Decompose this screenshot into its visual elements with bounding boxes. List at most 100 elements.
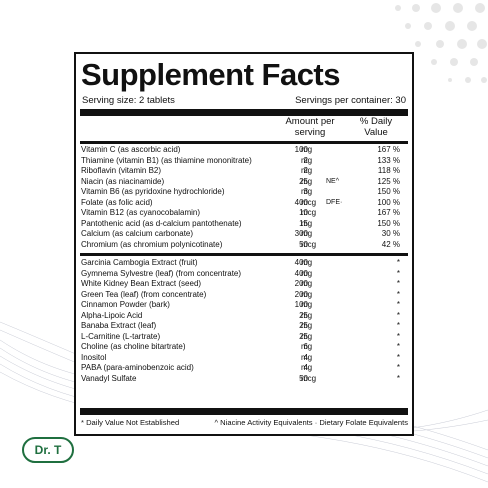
nutrient-amount: 10 [299, 208, 308, 217]
nutrient-name: White Kidney Bean Extract (seed) [81, 279, 202, 288]
nutrient-row: Choline (as choline bitartrate) 6 mg * [81, 342, 407, 353]
nutrient-unit: mg [301, 268, 313, 278]
nutrient-name: Garcinia Cambogia Extract (fruit) [81, 258, 198, 267]
nutrient-amount: 25 [299, 176, 308, 186]
nutrient-daily-value: 42 % [381, 239, 400, 249]
nutrient-amount: 2 [303, 155, 308, 165]
nutrient-unit: mg [301, 258, 313, 267]
footnote-dv: * Daily Value Not Established [81, 418, 180, 427]
nutrient-row: Niacin (as niacinamide) 25 mg NE^ 125 % [81, 177, 407, 188]
nutrient-name: Niacin (as niacinamide) [81, 176, 165, 186]
nutrient-row: Pantothenic acid (as d-calcium pantothen… [81, 219, 407, 230]
nutrient-name: Green Tea (leaf) (from concentrate) [81, 289, 207, 299]
nutrient-row: Garcinia Cambogia Extract (fruit) 400 mg * [81, 258, 407, 269]
nutrient-daily-value: * [396, 342, 400, 351]
nutrient-name: Alpha-Lipoic Acid [81, 310, 143, 320]
nutrient-daily-value: 125 % [377, 176, 400, 186]
nutrient-name: Vanadyl Sulfate [81, 373, 137, 383]
nutrient-name: Vitamin B12 (as cyanocobalamin) [81, 208, 201, 217]
nutrient-name: Banaba Extract (leaf) [81, 321, 157, 330]
nutrient-amount: 400 [294, 268, 308, 278]
nutrient-name: PABA (para-aminobenzoic acid) [81, 363, 194, 372]
nutrient-row: Banaba Extract (leaf) 25 mg * [81, 321, 407, 332]
nutrient-row: Vitamin B6 (as pyridoxine hydrochloride)… [81, 187, 407, 198]
nutrient-amount: 4 [303, 352, 308, 362]
nutrient-name: Chromium (as chromium polynicotinate) [81, 239, 223, 249]
nutrient-daily-value: * [396, 352, 400, 362]
footnote-equivalents: ^ Niacine Activity Equivalents · Dietary… [214, 418, 409, 427]
nutrient-unit: mg [301, 145, 313, 154]
nutrient-row: Vitamin C (as ascorbic acid) 100 mg 167 % [81, 145, 407, 156]
nutrient-amount: 3 [303, 187, 308, 196]
nutrient-row: L-Carnitine (L-tartrate) 25 mg * [81, 332, 407, 343]
nutrient-daily-value: * [396, 268, 400, 278]
nutrient-amount: 100 [294, 300, 308, 309]
panel-title: Supplement Facts [81, 57, 341, 92]
nutrient-unit: mg [301, 187, 313, 196]
nutrient-unit: mcg [301, 208, 317, 217]
nutrient-daily-value: * [396, 289, 400, 299]
nutrient-daily-value: 133 % [377, 155, 400, 165]
nutrient-unit: mg [301, 300, 313, 309]
nutrient-daily-value: * [396, 258, 400, 267]
nutrient-daily-value: 30 % [381, 229, 400, 238]
nutrient-amount: 50 [299, 239, 308, 249]
nutrient-flag: DFE· [326, 198, 343, 206]
nutrient-unit: mg [301, 176, 313, 186]
nutrient-amount: 200 [294, 279, 308, 288]
nutrient-unit: mg [301, 352, 313, 362]
nutrient-amount: 50 [299, 373, 308, 383]
nutrient-row: Thiamine (vitamin B1) (as thiamine monon… [81, 156, 407, 167]
nutrient-row: Alpha-Lipoic Acid 25 mg * [81, 311, 407, 322]
nutrient-daily-value: 150 % [377, 218, 400, 228]
nutrient-row: Folate (as folic acid) 400 mcg DFE· 100 % [81, 198, 407, 209]
nutrient-name: Thiamine (vitamin B1) (as thiamine monon… [81, 155, 252, 165]
nutrient-unit: mg [301, 229, 313, 238]
nutrient-amount: 300 [294, 229, 308, 238]
nutrient-name: Folate (as folic acid) [81, 197, 153, 207]
nutrient-daily-value: * [396, 331, 400, 341]
nutrient-row: Riboflavin (vitamin B2) 2 mg 118 % [81, 166, 407, 177]
nutrient-row: Vitamin B12 (as cyanocobalamin) 10 mcg 167 … [81, 208, 407, 219]
nutrient-flag: NE^ [326, 177, 340, 185]
nutrient-unit: mg [301, 279, 313, 288]
nutrient-row: Inositol 4 mg * [81, 353, 407, 364]
nutrient-amount: 2 [303, 166, 308, 175]
dot-pattern-decoration [395, 3, 487, 83]
nutrient-amount: 25 [299, 321, 308, 330]
rule-group-divider [80, 253, 408, 256]
nutrient-name: Riboflavin (vitamin B2) [81, 166, 162, 175]
nutrient-amount: 400 [294, 258, 308, 267]
nutrient-row: PABA (para-aminobenzoic acid) 4 mg * [81, 363, 407, 374]
footnotes: * Daily Value Not Established ^ Niacine … [81, 418, 408, 427]
nutrient-daily-value: * [396, 373, 400, 383]
nutrient-unit: mg [301, 166, 313, 175]
nutrient-daily-value: * [396, 321, 400, 330]
nutrient-unit: mcg [301, 239, 317, 249]
nutrient-daily-value: 100 % [377, 197, 400, 207]
serving-info: Serving size: 2 tablets Servings per con… [82, 95, 406, 106]
servings-per-container: Servings per container: 30 [295, 95, 406, 106]
nutrient-row: Gymnema Sylvestre (leaf) (from concentra… [81, 269, 407, 280]
nutrient-row: Calcium (as calcium carbonate) 300 mg 30 % [81, 229, 407, 240]
nutrient-row: Chromium (as chromium polynicotinate) 50 m… [81, 240, 407, 251]
nutrient-row: Vanadyl Sulfate 50 mcg * [81, 374, 407, 385]
nutrient-unit: mg [301, 310, 313, 320]
supplement-facts-panel: Supplement Facts Serving size: 2 tablets… [74, 52, 414, 436]
nutrient-row: White Kidney Bean Extract (seed) 200 mg * [81, 279, 407, 290]
nutrient-row: Cinnamon Powder (bark) 100 mg * [81, 300, 407, 311]
nutrient-amount: 100 [294, 145, 308, 154]
nutrient-unit: mg [301, 218, 313, 228]
nutrient-name: Inositol [81, 352, 107, 362]
vitamins-mineral-list: Vitamin C (as ascorbic acid) 100 mg 167 % Th… [81, 145, 407, 250]
nutrient-daily-value: * [396, 310, 400, 320]
nutrient-amount: 6 [303, 342, 308, 351]
nutrient-amount: 400 [294, 197, 308, 207]
nutrient-name: Vitamin B6 (as pyridoxine hydrochloride) [81, 187, 225, 196]
rule-header [80, 141, 408, 144]
nutrient-unit: mg [301, 363, 313, 372]
brand-logo: Dr. T [22, 437, 74, 463]
nutrient-unit: mcg [301, 373, 317, 383]
amount-per-serving-header: Amount per serving [285, 116, 335, 138]
daily-value-header: % Daily Value [359, 116, 393, 138]
